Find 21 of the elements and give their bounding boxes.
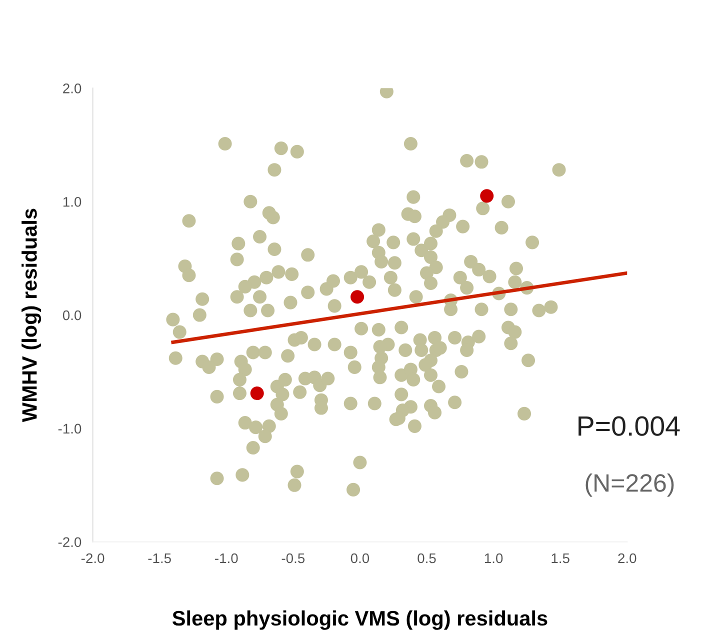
x-axis-title: Sleep physiologic VMS (log) residuals xyxy=(172,610,548,630)
x-tick-label: 1.0 xyxy=(484,553,503,564)
point xyxy=(480,189,494,203)
x-tick-label: 1.5 xyxy=(552,553,570,564)
y-tick-label: 1.0 xyxy=(63,196,82,207)
annotation: (N=226) xyxy=(586,474,674,497)
y-axis-title: WMHV (log) residuals xyxy=(22,208,42,422)
point xyxy=(250,386,264,400)
y-tick-label: 0.0 xyxy=(62,310,82,320)
annotation: P=0.004 xyxy=(578,416,680,436)
x-tick-label: 0.0 xyxy=(350,553,370,564)
point xyxy=(350,290,364,304)
y-tick-label: -1.0 xyxy=(58,424,82,434)
y-tick-label: -2.0 xyxy=(58,537,82,548)
x-tick-label: -2.0 xyxy=(81,553,104,564)
x-tick-label: 2.0 xyxy=(618,553,636,564)
x-tick-label: 0.5 xyxy=(418,553,436,564)
y-tick-label: 2.0 xyxy=(63,84,82,94)
x-tick-label: -0.5 xyxy=(282,553,305,564)
x-tick-label: -1.0 xyxy=(215,553,238,564)
x-tick-label: -1.5 xyxy=(148,553,171,564)
